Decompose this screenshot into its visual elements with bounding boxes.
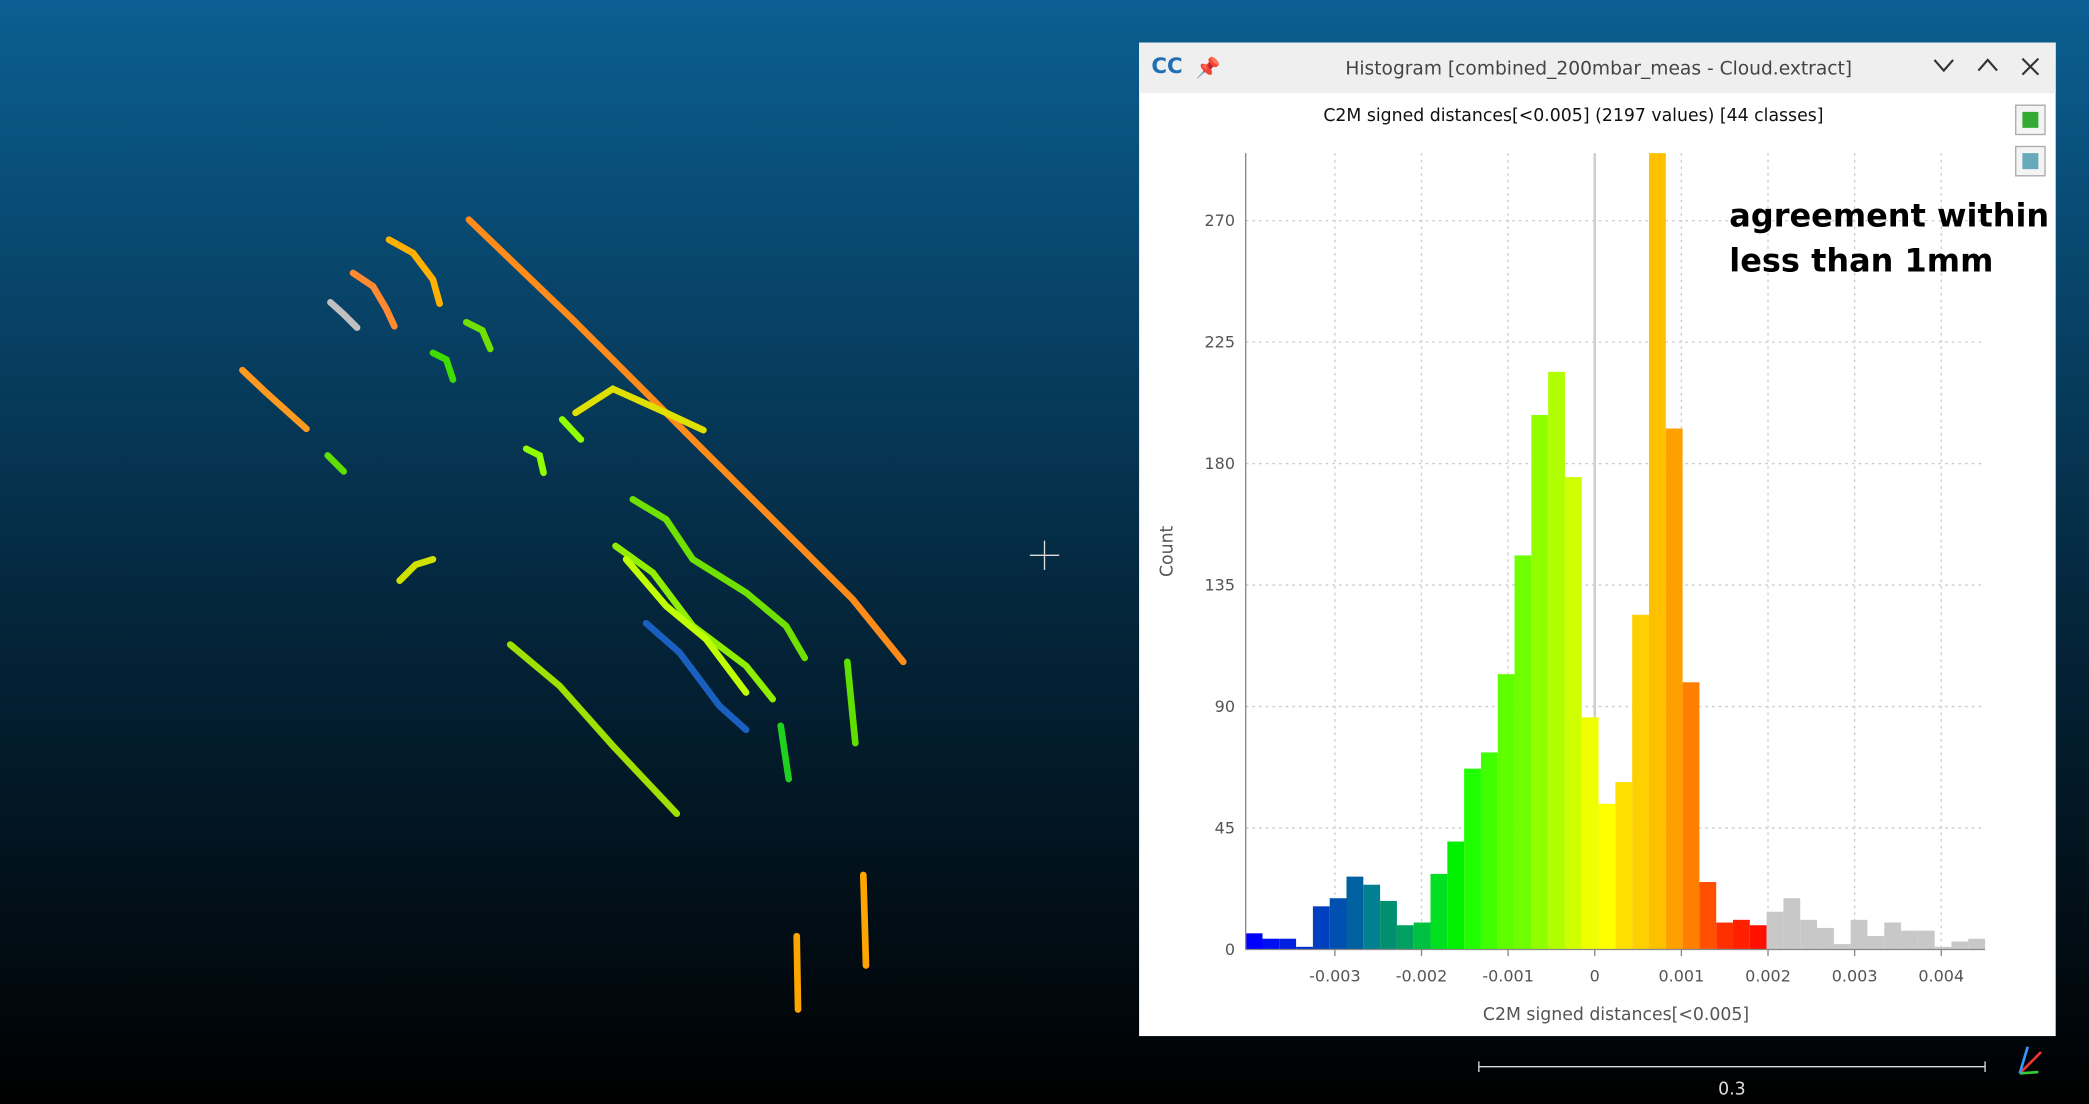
histogram-bar	[1666, 429, 1683, 950]
x-tick-label: -0.003	[1309, 966, 1360, 985]
window-title: Histogram [combined_200mbar_meas - Cloud…	[1345, 59, 1852, 80]
histogram-bar	[1279, 939, 1296, 950]
y-tick-label: 270	[1205, 211, 1235, 230]
x-tick-label: 0.001	[1659, 966, 1705, 985]
screen: 0.3 CC 📌 Histogram [combined_200mbar_mea…	[0, 0, 2089, 1104]
annotation: less than 1mm	[1729, 242, 1993, 280]
histogram-bar	[1498, 674, 1515, 949]
histogram-window: CC 📌 Histogram [combined_200mbar_meas - …	[1139, 43, 2056, 1036]
histogram-bar	[1414, 923, 1431, 950]
image-icon	[2022, 153, 2038, 169]
histogram-bar	[1347, 877, 1364, 950]
histogram-bar	[1531, 415, 1548, 950]
y-tick-label: 0	[1225, 940, 1235, 959]
histogram-bar	[1380, 901, 1397, 950]
x-axis-label: C2M signed distances[<0.005]	[1483, 1005, 1749, 1025]
histogram-bar	[1313, 906, 1330, 949]
histogram-bar	[1582, 717, 1599, 949]
histogram-bar	[1951, 941, 1968, 949]
x-tick-label: 0.004	[1918, 966, 1964, 985]
x-tick-label: 0.003	[1832, 966, 1878, 985]
histogram-bar	[1750, 925, 1767, 949]
histogram-bar	[1447, 842, 1464, 950]
x-tick-label: 0	[1590, 966, 1600, 985]
histogram-bar	[1565, 477, 1582, 949]
histogram-bar	[1817, 928, 1834, 950]
histogram-bar	[1431, 874, 1448, 950]
annotation: agreement within	[1729, 196, 2049, 234]
histogram-bar	[1884, 923, 1901, 950]
x-tick-label: -0.002	[1396, 966, 1447, 985]
scale-bar-label: 0.3	[1718, 1080, 1746, 1100]
histogram-bar	[1246, 933, 1263, 949]
page: 0.3 CC 📌 Histogram [combined_200mbar_mea…	[0, 0, 2089, 1104]
histogram-bar	[1901, 931, 1918, 950]
histogram-bar	[1834, 944, 1851, 949]
histogram-bar	[1918, 931, 1935, 950]
histogram-bar	[1397, 925, 1414, 949]
y-tick-label: 225	[1205, 332, 1235, 351]
histogram-bar	[1632, 615, 1649, 950]
histogram-bar	[1733, 920, 1750, 950]
histogram-bar	[1867, 936, 1884, 949]
histogram-bar	[1767, 912, 1784, 950]
histogram-bar	[1699, 882, 1716, 949]
x-tick-label: -0.001	[1482, 966, 1533, 985]
y-tick-label: 90	[1215, 697, 1235, 716]
x-tick-label: 0.002	[1745, 966, 1791, 985]
histogram-bar	[1464, 769, 1481, 950]
chart-title: C2M signed distances[<0.005] (2197 value…	[1323, 106, 1823, 126]
histogram-bar	[1968, 939, 1985, 950]
histogram-bar	[1330, 898, 1347, 949]
y-tick-label: 45	[1215, 818, 1235, 837]
histogram-bar	[1683, 682, 1700, 949]
export-icon	[2022, 112, 2038, 128]
histogram-bar	[1262, 939, 1279, 950]
histogram-bar	[1615, 782, 1632, 949]
histogram-bar	[1515, 555, 1532, 949]
histogram-bar	[1716, 923, 1733, 950]
histogram-bar	[1363, 885, 1380, 950]
y-tick-label: 135	[1205, 575, 1235, 594]
histogram-bar	[1851, 920, 1868, 950]
pin-button[interactable]: 📌	[1196, 56, 1221, 80]
app-icon: CC	[1151, 54, 1182, 79]
histogram-bar	[1649, 153, 1666, 949]
histogram-bar	[1599, 804, 1616, 950]
y-tick-label: 180	[1205, 454, 1235, 473]
histogram-bar	[1800, 920, 1817, 950]
y-axis-label: Count	[1157, 525, 1177, 577]
histogram-bar	[1481, 752, 1498, 949]
histogram-bar	[1783, 898, 1800, 949]
histogram-bar	[1548, 372, 1565, 950]
